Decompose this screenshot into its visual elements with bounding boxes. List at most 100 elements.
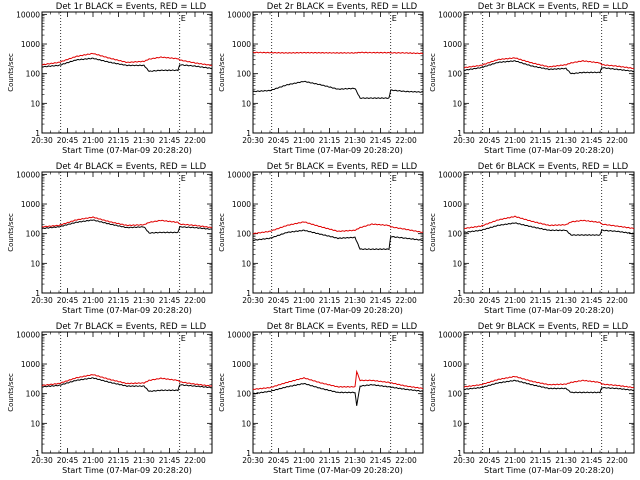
x-tick-label: 20:45 xyxy=(57,296,79,305)
panel-4: Det 4r BLACK = Events, RED = LLD 1 10 100 10… xyxy=(7,162,213,315)
y-tick-label: 100 xyxy=(237,70,252,79)
x-tick-label: 21:00 xyxy=(82,296,104,305)
y-tick-label: 1 xyxy=(35,449,40,458)
x-tick-label: 20:30 xyxy=(242,136,264,145)
events-series-line xyxy=(463,222,635,236)
y-tick-label: 1000 xyxy=(443,40,462,49)
corner-mark: E xyxy=(181,174,186,183)
x-tick-label: 20:45 xyxy=(57,456,79,465)
x-tick-label: 21:45 xyxy=(370,136,392,145)
y-tick-label: 10 xyxy=(30,259,40,268)
lld-series-line xyxy=(41,52,213,66)
x-tick-label: 21:00 xyxy=(82,456,104,465)
y-tick-label: 10 xyxy=(241,99,251,108)
y-tick-label: 1000 xyxy=(443,200,462,209)
y-tick-label: 100 xyxy=(26,390,41,399)
y-tick-label: 10 xyxy=(241,259,251,268)
x-tick-label: 21:00 xyxy=(293,456,315,465)
x-tick-label: 20:45 xyxy=(268,296,290,305)
events-series-line xyxy=(252,229,424,251)
y-axis-label: Counts/sec xyxy=(218,213,226,252)
y-axis-label: Counts/sec xyxy=(7,53,15,92)
y-tick-label: 1 xyxy=(457,449,462,458)
x-tick-label: 22:00 xyxy=(395,136,417,145)
y-tick-label: 10 xyxy=(452,419,462,428)
y-tick-label: 1 xyxy=(246,449,251,458)
x-tick-label: 20:30 xyxy=(453,296,475,305)
x-tick-label: 21:00 xyxy=(504,136,526,145)
x-tick-label: 21:45 xyxy=(581,136,603,145)
y-tick-label: 10000 xyxy=(227,10,251,19)
x-tick-label: 21:15 xyxy=(319,456,341,465)
panel-1: Det 1r BLACK = Events, RED = LLD 1 10 100 10… xyxy=(7,2,213,155)
y-tick-label: 10000 xyxy=(438,170,462,179)
x-tick-label: 21:45 xyxy=(581,456,603,465)
y-tick-label: 100 xyxy=(26,230,41,239)
y-tick-label: 10000 xyxy=(16,170,40,179)
x-tick-label: 20:30 xyxy=(242,296,264,305)
x-tick-label: 20:30 xyxy=(31,136,53,145)
y-tick-label: 1 xyxy=(246,129,251,138)
events-series-line xyxy=(41,219,213,234)
x-tick-label: 21:30 xyxy=(344,456,366,465)
x-tick-label: 21:00 xyxy=(504,456,526,465)
panel-title: Det 2r BLACK = Events, RED = LLD xyxy=(267,2,418,12)
panel-title: Det 4r BLACK = Events, RED = LLD xyxy=(56,162,207,172)
x-axis-label: Start Time (07-Mar-09 20:28:20) xyxy=(273,466,403,475)
y-tick-label: 1000 xyxy=(443,360,462,369)
panel-6: Det 6r BLACK = Events, RED = LLD 1 10 100 10… xyxy=(429,162,635,315)
x-tick-label: 21:15 xyxy=(108,136,130,145)
y-tick-label: 10 xyxy=(452,259,462,268)
y-tick-label: 1 xyxy=(35,289,40,298)
y-tick-label: 10000 xyxy=(16,330,40,339)
y-tick-label: 10000 xyxy=(438,330,462,339)
x-tick-label: 22:00 xyxy=(606,136,628,145)
corner-mark: E xyxy=(181,14,186,23)
plot-frame xyxy=(463,171,635,294)
panel-title: Det 6r BLACK = Events, RED = LLD xyxy=(478,162,629,172)
x-tick-label: 21:30 xyxy=(555,136,577,145)
corner-mark: E xyxy=(603,14,608,23)
y-axis-label: Counts/sec xyxy=(218,53,226,92)
y-tick-label: 100 xyxy=(237,230,252,239)
panel-9: Det 9r BLACK = Events, RED = LLD 1 10 100 10… xyxy=(429,322,635,475)
x-tick-label: 21:30 xyxy=(555,296,577,305)
y-tick-label: 100 xyxy=(237,390,252,399)
lld-series-line xyxy=(252,51,424,55)
x-axis-label: Start Time (07-Mar-09 20:28:20) xyxy=(62,146,192,155)
y-tick-label: 10000 xyxy=(227,330,251,339)
y-axis-label: Counts/sec xyxy=(7,373,15,412)
plot-frame xyxy=(41,171,213,294)
x-tick-label: 21:45 xyxy=(159,456,181,465)
x-tick-label: 22:00 xyxy=(184,456,206,465)
y-tick-label: 100 xyxy=(26,70,41,79)
x-tick-label: 22:00 xyxy=(606,296,628,305)
x-tick-label: 20:45 xyxy=(479,136,501,145)
x-tick-label: 20:30 xyxy=(242,456,264,465)
panel-8: Det 8r BLACK = Events, RED = LLD 1 10 100 10… xyxy=(218,322,424,475)
y-tick-label: 10 xyxy=(241,419,251,428)
corner-mark: E xyxy=(603,334,608,343)
y-tick-label: 1000 xyxy=(232,40,251,49)
y-tick-label: 100 xyxy=(448,390,463,399)
panel-5: Det 5r BLACK = Events, RED = LLD 1 10 100 10… xyxy=(218,162,424,315)
y-axis-label: Counts/sec xyxy=(7,213,15,252)
lld-series-line xyxy=(463,215,635,230)
x-tick-label: 21:00 xyxy=(82,136,104,145)
x-tick-label: 21:30 xyxy=(133,456,155,465)
y-tick-label: 10000 xyxy=(438,10,462,19)
x-tick-label: 20:45 xyxy=(479,296,501,305)
y-tick-label: 10 xyxy=(452,99,462,108)
y-tick-label: 100 xyxy=(448,70,463,79)
x-tick-label: 21:30 xyxy=(555,456,577,465)
y-tick-label: 1 xyxy=(246,289,251,298)
x-tick-label: 20:45 xyxy=(268,136,290,145)
plot-frame xyxy=(252,171,424,294)
x-tick-label: 21:15 xyxy=(319,136,341,145)
y-axis-label: Counts/sec xyxy=(218,373,226,412)
corner-mark: E xyxy=(392,174,397,183)
x-tick-label: 21:45 xyxy=(159,296,181,305)
y-tick-label: 1000 xyxy=(21,40,40,49)
panel-2: Det 2r BLACK = Events, RED = LLD 1 10 100 10… xyxy=(218,2,424,155)
